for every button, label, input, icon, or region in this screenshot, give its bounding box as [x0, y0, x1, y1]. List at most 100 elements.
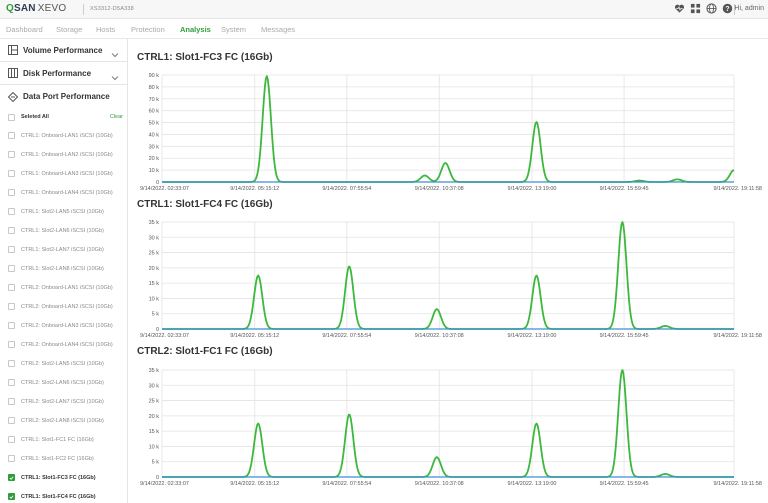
y-tick-label: 50 k — [149, 121, 160, 127]
port-label: CTRL2: Onboard-LAN3 iSCSI (10Gb) — [21, 322, 113, 329]
globe-icon[interactable] — [706, 3, 717, 14]
y-tick-label: 35 k — [149, 368, 160, 374]
port-item[interactable]: CTRL2: Onboard-LAN3 iSCSI (10Gb) — [0, 316, 127, 335]
port-item[interactable]: CTRL2: Slot2-LAN7 iSCSI (10Gb) — [0, 392, 127, 411]
port-checkbox[interactable] — [8, 322, 15, 329]
y-tick-label: 0 — [156, 327, 159, 333]
port-checkbox[interactable] — [8, 265, 15, 272]
chart-ctrl2-fc1: 0 5 k 10 k 15 k 20 k 25 k 30 k 35 k 9/14/2022, 0… — [137, 364, 768, 485]
x-tick-label: 9/14/2022, 10:37:08 — [415, 481, 464, 485]
port-checkbox[interactable] — [8, 398, 15, 405]
port-label: CTRL1: Slot2-LAN7 iSCSI (10Gb) — [21, 246, 104, 253]
port-checkbox[interactable] — [8, 436, 15, 443]
y-tick-label: 30 k — [149, 144, 160, 150]
port-label: CTRL1: Onboard-LAN2 iSCSI (10Gb) — [21, 151, 113, 158]
port-item[interactable]: CTRL1: Slot1-FC1 FC (16Gb) — [0, 430, 127, 449]
y-tick-label: 10 k — [149, 168, 160, 174]
x-tick-label: 9/14/2022, 02:33:07 — [140, 186, 189, 190]
port-checkbox[interactable] — [8, 284, 15, 291]
port-checkbox[interactable] — [8, 132, 15, 139]
svg-text:?: ? — [725, 6, 729, 13]
heart-monitor-icon[interactable] — [674, 3, 685, 14]
section-label: Disk Performance — [23, 68, 92, 78]
port-label: CTRL2: Slot2-LAN6 iSCSI (10Gb) — [21, 379, 104, 386]
port-checkbox[interactable] — [8, 208, 15, 215]
port-item[interactable]: CTRL2: Onboard-LAN2 iSCSI (10Gb) — [0, 297, 127, 316]
port-item[interactable]: CTRL1: Onboard-LAN3 iSCSI (10Gb) — [0, 164, 127, 183]
select-all-row: Seleted All Clear — [0, 109, 127, 125]
port-item[interactable]: CTRL1: Onboard-LAN2 iSCSI (10Gb) — [0, 145, 127, 164]
y-tick-label: 90 k — [149, 73, 160, 79]
clear-link[interactable]: Clear — [109, 114, 123, 120]
chevron-down-icon[interactable] — [111, 69, 119, 81]
port-item[interactable]: CTRL1: Onboard-LAN1 iSCSI (10Gb) — [0, 126, 127, 145]
grid-icon[interactable] — [690, 3, 701, 14]
nav-hosts[interactable]: Hosts — [96, 25, 116, 34]
port-checkbox[interactable] — [8, 360, 15, 367]
sidebar: Volume Performance Disk Performance Data… — [0, 39, 128, 503]
nav-dashboard[interactable]: Dashboard — [6, 25, 43, 34]
qsan-logo[interactable]: QSAN XEVO — [6, 3, 66, 14]
port-checkbox[interactable] — [8, 417, 15, 424]
y-tick-label: 20 k — [149, 156, 160, 162]
port-item[interactable]: CTRL1: Slot1-FC4 FC (16Gb) — [0, 487, 127, 503]
section-disk-performance[interactable]: Disk Performance — [0, 62, 127, 85]
help-icon[interactable]: ? — [722, 3, 733, 14]
chart-ctrl1-fc3: 0 10 k 20 k 30 k 40 k 50 k 60 k 70 k 80 k 90 k 9/1… — [137, 69, 768, 190]
top-icons: ? — [674, 3, 733, 14]
port-item[interactable]: CTRL1: Onboard-LAN4 iSCSI (10Gb) — [0, 183, 127, 202]
port-item[interactable]: CTRL1: Slot1-FC3 FC (16Gb) — [0, 468, 127, 487]
port-item[interactable]: CTRL1: Slot2-LAN7 iSCSI (10Gb) — [0, 240, 127, 259]
port-checkbox[interactable] — [8, 455, 15, 462]
port-item[interactable]: CTRL1: Slot2-LAN6 iSCSI (10Gb) — [0, 221, 127, 240]
port-item[interactable]: CTRL2: Slot2-LAN6 iSCSI (10Gb) — [0, 373, 127, 392]
chevron-down-icon[interactable] — [111, 46, 119, 58]
port-checkbox[interactable] — [8, 151, 15, 158]
port-checkbox[interactable] — [8, 379, 15, 386]
user-divider — [734, 4, 735, 15]
port-item[interactable]: CTRL2: Onboard-LAN1 iSCSI (10Gb) — [0, 278, 127, 297]
y-tick-label: 10 k — [149, 444, 160, 450]
section-volume-performance[interactable]: Volume Performance — [0, 39, 127, 62]
section-data-port-performance[interactable]: Data Port Performance — [0, 85, 127, 108]
port-checkbox[interactable] — [8, 227, 15, 234]
port-label: CTRL1: Onboard-LAN1 iSCSI (10Gb) — [21, 132, 113, 139]
y-tick-label: 30 k — [149, 235, 160, 241]
x-tick-label: 9/14/2022, 02:33:07 — [140, 481, 189, 485]
nav-messages[interactable]: Messages — [261, 25, 296, 34]
port-item[interactable]: CTRL2: Onboard-LAN4 iSCSI (10Gb) — [0, 335, 127, 354]
y-tick-label: 35 k — [149, 220, 160, 226]
port-item[interactable]: CTRL1: Slot2-LAN8 iSCSI (10Gb) — [0, 259, 127, 278]
port-label: CTRL2: Onboard-LAN4 iSCSI (10Gb) — [21, 341, 113, 348]
nav-storage[interactable]: Storage — [56, 25, 83, 34]
x-tick-label: 9/14/2022, 07:55:54 — [322, 333, 371, 337]
logo-xevo: XEVO — [37, 3, 67, 14]
port-checkbox[interactable] — [8, 189, 15, 196]
port-checkbox[interactable] — [8, 170, 15, 177]
x-tick-label: 9/14/2022, 07:55:54 — [322, 186, 371, 190]
port-item[interactable]: CTRL2: Slot2-LAN5 iSCSI (10Gb) — [0, 354, 127, 373]
nav-system[interactable]: System — [221, 25, 247, 34]
y-tick-label: 40 k — [149, 132, 160, 138]
chart-ctrl1-fc4: 0 5 k 10 k 15 k 20 k 25 k 30 k 35 k 9/14/2022, 0… — [137, 216, 768, 337]
x-tick-label: 9/14/2022, 15:59:45 — [600, 333, 649, 337]
port-item[interactable]: CTRL2: Slot2-LAN8 iSCSI (10Gb) — [0, 411, 127, 430]
system-serial: XS3312-D5A338 — [90, 6, 134, 12]
user-menu[interactable]: Hi, admin — [734, 5, 764, 12]
y-tick-label: 5 k — [152, 460, 160, 466]
nav-analysis[interactable]: Analysis — [180, 25, 211, 34]
port-checkbox[interactable] — [8, 474, 15, 481]
port-checkbox[interactable] — [8, 341, 15, 348]
port-item[interactable]: CTRL1: Slot1-FC2 FC (16Gb) — [0, 449, 127, 468]
port-checkbox[interactable] — [8, 493, 15, 500]
nav-protection[interactable]: Protection — [131, 25, 165, 34]
port-item[interactable]: CTRL1: Slot2-LAN5 iSCSI (10Gb) — [0, 202, 127, 221]
logo-san: SAN — [13, 3, 36, 14]
port-checkbox[interactable] — [8, 246, 15, 253]
chart-title: CTRL1: Slot1-FC4 FC (16Gb) — [137, 199, 273, 210]
port-checkbox[interactable] — [8, 303, 15, 310]
port-label: CTRL2: Slot2-LAN7 iSCSI (10Gb) — [21, 398, 104, 405]
y-tick-label: 30 k — [149, 383, 160, 389]
select-all-checkbox[interactable] — [8, 113, 15, 121]
y-tick-label: 10 k — [149, 296, 160, 302]
